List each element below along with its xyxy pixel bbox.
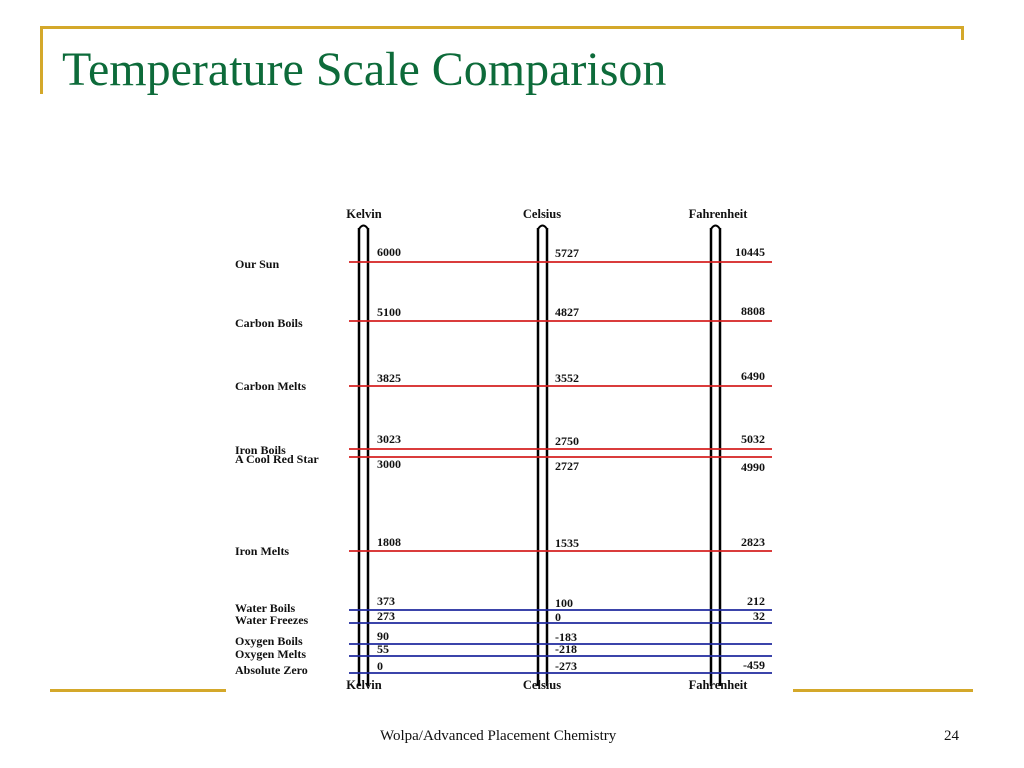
fahrenheit-value: 10445 (735, 245, 765, 259)
point-label: Carbon Melts (235, 379, 306, 393)
fahrenheit-tube-cap (710, 224, 721, 230)
fahrenheit-value: 4990 (741, 460, 765, 474)
celsius-value: 100 (555, 596, 573, 610)
frame-right-accent (961, 26, 964, 40)
fahrenheit-value: 6490 (741, 369, 765, 383)
fahrenheit-value: 8808 (741, 304, 765, 318)
scale-header-top: Fahrenheit (689, 207, 749, 221)
bottom-rule-left (50, 689, 226, 692)
celsius-value: 2727 (555, 459, 579, 473)
kelvin-value: 373 (377, 594, 395, 608)
celsius-value: -183 (555, 630, 577, 644)
celsius-tube-cap (537, 224, 548, 230)
frame-top-accent (40, 26, 964, 29)
point-label: Absolute Zero (235, 663, 308, 677)
celsius-value: 2750 (555, 434, 579, 448)
scale-header-top: Celsius (523, 207, 561, 221)
kelvin-value: 5100 (377, 305, 401, 319)
point-label: Our Sun (235, 257, 279, 271)
celsius-value: 5727 (555, 246, 579, 260)
point-label: Water Boils (235, 601, 295, 615)
kelvin-value: 3000 (377, 457, 401, 471)
kelvin-value: 3825 (377, 371, 401, 385)
frame-left-accent (40, 26, 43, 94)
fahrenheit-value: 32 (753, 609, 765, 623)
fahrenheit-value: 2823 (741, 535, 765, 549)
page-number: 24 (944, 728, 959, 744)
celsius-value: 0 (555, 610, 561, 624)
kelvin-value: 90 (377, 629, 389, 643)
fahrenheit-value: 212 (747, 594, 765, 608)
point-label: Oxygen Boils (235, 634, 303, 648)
kelvin-value: 273 (377, 609, 395, 623)
slide-footer: Wolpa/Advanced Placement Chemistry (380, 728, 617, 744)
kelvin-tube-cap (358, 224, 369, 230)
scale-header-bottom: Kelvin (346, 678, 381, 692)
point-label: Oxygen Melts (235, 647, 306, 661)
scale-header-bottom: Fahrenheit (689, 678, 749, 692)
slide-title: Temperature Scale Comparison (62, 43, 667, 96)
celsius-value: -218 (555, 642, 577, 656)
kelvin-value: 0 (377, 659, 383, 673)
celsius-value: 3552 (555, 371, 579, 385)
fahrenheit-value: 5032 (741, 432, 765, 446)
scale-header-top: Kelvin (346, 207, 381, 221)
scale-header-bottom: Celsius (523, 678, 561, 692)
fahrenheit-value: -459 (743, 658, 765, 672)
bottom-rule-right (793, 689, 973, 692)
point-label: Water Freezes (235, 613, 309, 627)
celsius-value: 1535 (555, 536, 579, 550)
point-label: A Cool Red Star (235, 452, 319, 466)
celsius-value: -273 (555, 659, 577, 673)
kelvin-value: 3023 (377, 432, 401, 446)
celsius-value: 4827 (555, 305, 579, 319)
point-label: Carbon Boils (235, 316, 303, 330)
point-label: Iron Melts (235, 544, 289, 558)
kelvin-value: 6000 (377, 245, 401, 259)
point-label: Iron Boils (235, 443, 286, 457)
kelvin-value: 1808 (377, 535, 401, 549)
kelvin-value: 55 (377, 642, 389, 656)
